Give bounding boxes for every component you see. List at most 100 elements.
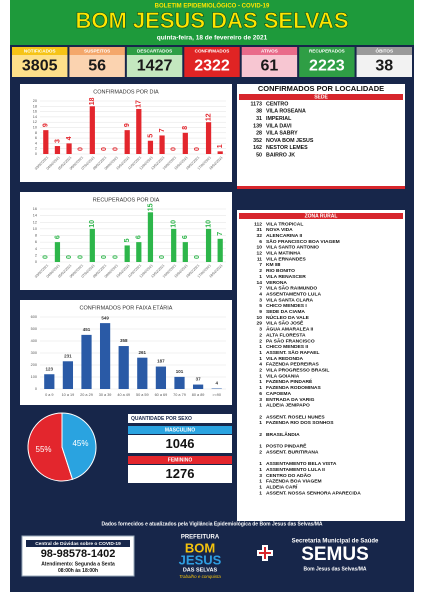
locality-name: ASSENT. NOSSA SENHORA APARECIDA: [266, 490, 361, 496]
locality-count: 3: [259, 397, 262, 403]
stat-label: ATIVOS: [261, 48, 278, 53]
contact-title-bar: [26, 540, 130, 547]
locality-name: PA SÃO FRANCISCO: [266, 337, 315, 344]
y-tick-label: 16: [33, 110, 37, 114]
semus-logo: [257, 545, 273, 561]
data-label: 123: [46, 366, 54, 371]
stat-label: RECUPERADOS: [309, 48, 345, 53]
locality-count: 2: [259, 332, 262, 338]
logo-text: SEMUS: [301, 544, 369, 565]
locality-count: 3: [259, 327, 262, 333]
locality-count: 6: [259, 391, 262, 397]
locality-count: 7: [259, 262, 262, 268]
bar: [205, 228, 212, 262]
locality-count: 14: [257, 280, 263, 286]
locality-name: VILA SÃO RAIMUNDO: [266, 285, 317, 292]
sex-title: QUANTIDADE POR SEXO: [131, 416, 192, 422]
data-label: 4: [215, 381, 218, 386]
locality-count: 1: [259, 403, 262, 409]
bar: [89, 228, 95, 262]
data-label: 10: [205, 220, 212, 228]
locality-name: ASSENTAMENTO BELA VISTA: [266, 461, 337, 467]
y-tick-label: 2: [35, 147, 37, 151]
data-label: 0: [101, 147, 108, 151]
data-label: 451: [83, 327, 91, 332]
y-tick-label: 4: [35, 247, 37, 251]
sex-value: 1276: [166, 466, 195, 481]
data-label: 261: [139, 350, 147, 355]
bar: [43, 130, 49, 154]
pie-label: 45%: [72, 439, 88, 448]
x-tick-label: 10 a 19: [62, 393, 75, 397]
locality-name: VILA PROGRESSO BRASIL: [266, 368, 329, 374]
locality-count: 1: [259, 461, 262, 467]
data-label: 0: [43, 255, 50, 259]
locality-count: 4: [259, 291, 262, 297]
logo-text: Bom Jesus das Selvas/MA: [303, 566, 366, 572]
bar: [118, 346, 129, 389]
contact-hours: 08:00h às 18:00h: [58, 568, 98, 574]
logo-cross: [259, 552, 271, 554]
bar: [205, 122, 212, 154]
locality-name: CENTRO: [266, 101, 288, 107]
data-label: 0: [78, 147, 85, 151]
header-date: quinta-feira, 18 de fevereiro de 2021: [157, 35, 268, 42]
data-label: 0: [112, 255, 119, 259]
header-band: [10, 0, 414, 45]
bar: [89, 106, 95, 154]
sex-value-box: [128, 465, 232, 483]
source-note: Dados fornecidos e atualizados pela Vigi…: [101, 521, 322, 527]
y-tick-label: 8: [35, 131, 37, 135]
contact-title: Central de Dúvidas sobre o COVID-19: [35, 541, 121, 547]
locality-name: POSTO PINDARÉ: [266, 442, 307, 450]
locality-name: FAZENDA PINDARÉ: [266, 377, 313, 385]
data-label: 10: [89, 220, 96, 228]
y-tick-label: 100: [31, 375, 37, 379]
logo-text: Trabalho e conquista: [179, 574, 221, 579]
stat-label: CONFIRMADOS: [195, 48, 230, 53]
locality-count: 2: [259, 268, 262, 274]
bar: [155, 366, 167, 389]
chart-title: CONFIRMADOS POR FAIXA ETÁRIA: [80, 304, 173, 311]
locality-name: ASSENT. SÃO RAFAEL: [266, 349, 320, 356]
locality-count: 29: [257, 321, 263, 327]
locality-count: 1: [259, 420, 262, 426]
y-tick-label: 0: [35, 152, 37, 156]
chart-title: CONFIRMADOS POR DIA: [93, 89, 159, 95]
locality-count: 1: [259, 350, 262, 356]
locality-count: 10: [257, 315, 263, 321]
locality-name: CHICO MENDES II: [266, 344, 309, 350]
sex-label: MASCULINO: [165, 428, 195, 434]
data-label: 0: [78, 255, 85, 259]
locality-count: 112: [254, 221, 262, 227]
data-label: 37: [196, 377, 202, 382]
data-label: 8: [182, 126, 189, 130]
y-tick-label: 14: [33, 214, 37, 218]
locality-name: IMPERIAL: [266, 116, 292, 122]
stat-header: [356, 47, 412, 55]
pie-slice: [61, 412, 97, 480]
data-label: 549: [101, 315, 109, 320]
stat-box: [126, 55, 183, 77]
section-bar: [239, 94, 403, 100]
logo-text: PREFEITURA: [181, 535, 220, 541]
stat-label: ÓBITOS: [376, 46, 394, 53]
y-tick-label: 12: [33, 220, 37, 224]
y-tick-label: 6: [35, 136, 37, 140]
y-tick-label: 8: [35, 234, 37, 238]
stat-box: [69, 55, 125, 77]
locality-count: 162: [253, 145, 262, 151]
bar: [54, 242, 61, 262]
locality-count: 4: [259, 362, 262, 368]
stat-box: [241, 55, 298, 77]
data-label: 0: [159, 255, 166, 259]
stat-header: [126, 47, 183, 55]
locality-name: ASSENT. BURITIRANA: [266, 449, 319, 455]
locality-name: NÚCLEO DA VALE: [266, 314, 310, 321]
logo-text: Secretaria Municipal de Saúde: [292, 539, 379, 545]
data-label: 0: [101, 255, 108, 259]
bar: [182, 242, 188, 262]
data-label: 1: [217, 144, 224, 148]
locality-count: 1: [259, 356, 262, 362]
locality-title: CONFIRMADOS POR LOCALIDADE: [258, 84, 384, 93]
